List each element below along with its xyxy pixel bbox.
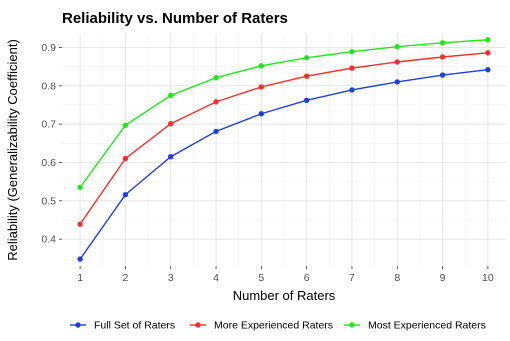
y-tick-label: 0.9: [41, 42, 56, 54]
legend-key-point: [75, 322, 81, 328]
legend-label: Most Experienced Raters: [368, 320, 486, 332]
data-point: [439, 40, 446, 46]
data-point: [394, 79, 400, 85]
x-tick-label: 9: [440, 272, 446, 284]
data-point: [303, 73, 310, 79]
legend: Full Set of Raters More Experienced Rater…: [70, 320, 486, 332]
y-tick-label: 0.7: [41, 119, 56, 131]
data-point: [394, 43, 400, 50]
y-axis-title: Reliability (Generalizability Coefficien…: [5, 39, 20, 261]
legend-item: Most Experienced Raters: [344, 320, 486, 332]
y-tick-label: 0.6: [41, 157, 56, 169]
data-point: [485, 37, 491, 43]
data-point: [213, 128, 219, 135]
y-tick-label: 0.8: [41, 80, 56, 92]
x-tick-label: 8: [394, 272, 400, 284]
x-tick-label: 7: [349, 272, 355, 284]
series-more-experienced-raters: [77, 50, 491, 227]
series-line: [79, 68, 488, 260]
data-point: [258, 84, 265, 90]
data-point: [349, 87, 355, 93]
y-tick-label: 0.5: [41, 195, 56, 207]
data-point: [77, 184, 83, 191]
data-point: [168, 154, 174, 160]
data-point: [122, 155, 129, 162]
data-point: [258, 111, 265, 117]
data-point: [258, 63, 265, 69]
data-point: [485, 50, 491, 56]
x-tick-label: 1: [77, 272, 83, 284]
data-point: [394, 59, 400, 65]
legend-label: Full Set of Raters: [94, 320, 175, 332]
series-most-experienced-raters: [77, 37, 491, 191]
x-tick-label: 5: [258, 272, 264, 284]
legend-item: More Experienced Raters: [190, 320, 333, 332]
data-point: [303, 97, 310, 104]
data-point: [439, 54, 446, 60]
legend-key-point: [195, 322, 201, 328]
data-point: [303, 55, 310, 61]
series-full-set-of-raters: [77, 66, 491, 262]
data-point: [439, 72, 446, 78]
y-tick-label: 0.4: [41, 234, 56, 246]
x-axis-ticks: 1 2 3 4 5 6 7 8 9 10: [77, 266, 494, 284]
series-group: [77, 37, 491, 262]
data-point: [168, 92, 174, 99]
series-line: [79, 39, 488, 188]
data-point: [168, 121, 174, 127]
chart-title: Reliability vs. Number of Raters: [62, 10, 288, 27]
legend-label: More Experienced Raters: [214, 320, 333, 332]
x-tick-label: 6: [304, 272, 310, 284]
data-point: [77, 221, 83, 227]
data-point: [122, 191, 129, 198]
data-point: [485, 66, 491, 73]
x-tick-label: 2: [123, 272, 129, 284]
y-axis-ticks: 0.4 0.5 0.6 0.7 0.8 0.9: [41, 42, 62, 246]
legend-item: Full Set of Raters: [70, 320, 175, 332]
grid: [62, 34, 506, 266]
data-point: [349, 48, 355, 55]
x-axis-title: Number of Raters: [233, 288, 336, 303]
data-point: [122, 122, 129, 128]
x-tick-label: 10: [482, 272, 494, 284]
x-tick-label: 3: [168, 272, 174, 284]
data-point: [349, 65, 355, 71]
x-tick-label: 4: [213, 272, 219, 284]
data-point: [213, 99, 219, 105]
series-line: [79, 52, 488, 225]
data-point: [77, 256, 83, 262]
legend-key-point: [349, 322, 355, 328]
data-point: [213, 75, 219, 81]
